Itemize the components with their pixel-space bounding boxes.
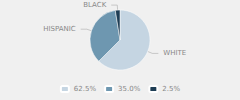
svg-text:BLACK: BLACK (83, 1, 106, 9)
svg-text:62.5%: 62.5% (74, 85, 97, 93)
svg-text:HISPANIC: HISPANIC (43, 25, 76, 33)
svg-text:WHITE: WHITE (163, 49, 186, 57)
svg-text:2.5%: 2.5% (162, 85, 180, 93)
svg-text:35.0%: 35.0% (118, 85, 141, 93)
